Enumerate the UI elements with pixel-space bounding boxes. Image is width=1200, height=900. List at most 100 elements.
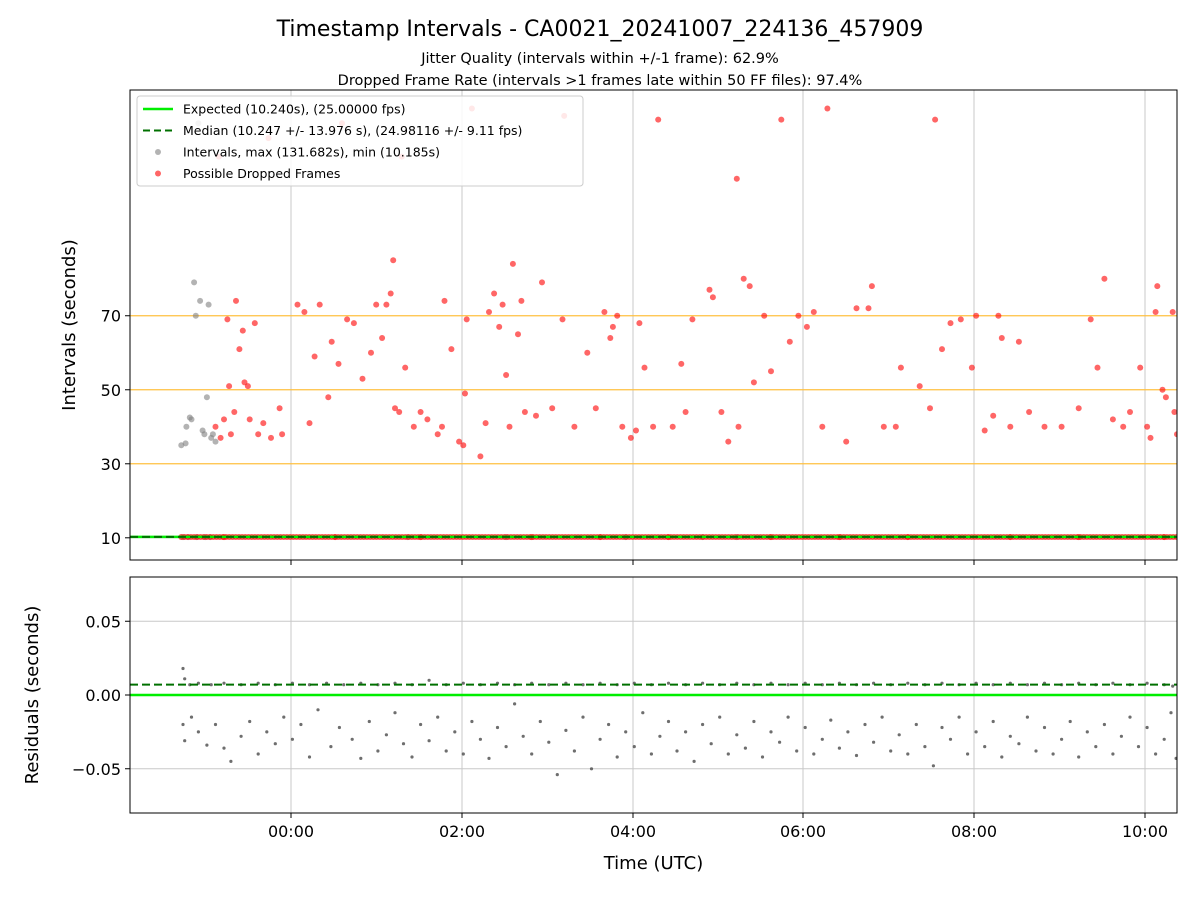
dropped-frame-point — [344, 316, 351, 323]
dropped-frame-point — [682, 409, 689, 415]
dropped-frame-point — [506, 423, 513, 430]
dropped-frame-point — [1109, 416, 1116, 423]
y-axis-label: Residuals (seconds) — [22, 606, 43, 785]
residual-point — [1145, 725, 1149, 730]
dropped-frame-point — [251, 320, 258, 327]
dropped-frame-point — [778, 116, 785, 123]
legend-marker-swatch — [155, 170, 161, 177]
residual-point — [248, 719, 252, 724]
dropped-frame-point — [503, 372, 510, 378]
residual-point — [923, 745, 927, 749]
residual-point — [290, 737, 294, 741]
dropped-frame-point — [584, 349, 591, 356]
dropped-frame-point — [1015, 338, 1022, 345]
dropped-frame-point — [1137, 364, 1144, 371]
residual-point — [213, 722, 218, 727]
residual-point — [658, 734, 662, 738]
residual-point — [906, 752, 910, 756]
residual-point — [401, 742, 406, 746]
dropped-frame-point — [706, 286, 713, 293]
dropped-frame-point — [276, 405, 283, 412]
dropped-frame-point — [212, 423, 219, 430]
dropped-frame-point — [325, 394, 332, 401]
residual-point — [478, 737, 482, 741]
dropped-frame-point — [379, 335, 386, 341]
dropped-frame-point — [373, 301, 380, 308]
dropped-frame-point — [995, 312, 1002, 319]
residual-point — [666, 681, 671, 685]
residuals-panel: 0.05 0.00 −0.05 00:00 02:00 04:00 06:00 08:00 10… — [22, 576, 1178, 874]
interval-point — [183, 423, 190, 430]
residual-point — [675, 749, 679, 753]
dropped-frame-point — [335, 360, 342, 367]
interval-point — [209, 431, 216, 438]
dropped-frame-point — [439, 423, 445, 430]
residual-point — [820, 737, 824, 741]
residual-point — [384, 733, 388, 737]
residual-point — [581, 715, 585, 719]
axes-frame — [129, 89, 1178, 561]
residual-point — [1094, 745, 1098, 749]
x-axis-label: Time (UTC) — [603, 853, 704, 874]
residual-point — [367, 719, 371, 724]
dropped-frame-point — [316, 301, 323, 308]
dropped-frame-point — [244, 383, 251, 390]
dropped-frame-point — [897, 364, 904, 371]
y-axis-label: Intervals (seconds) — [59, 239, 80, 411]
residual-point — [229, 759, 233, 764]
dropped-frame-point — [533, 412, 539, 419]
dropped-frame-point — [880, 423, 887, 430]
residual-point — [1111, 752, 1115, 756]
residual-point — [598, 737, 602, 741]
residual-point — [1068, 719, 1072, 724]
dropped-frame-point — [221, 416, 227, 423]
residual-point — [872, 740, 876, 744]
residual-point — [538, 719, 542, 724]
residual-point — [1017, 742, 1021, 746]
residual-point — [1174, 756, 1177, 760]
residual-point — [983, 745, 987, 749]
residual-point — [786, 715, 790, 719]
dropped-frame-point — [968, 364, 975, 371]
dropped-frame-point — [619, 423, 626, 430]
dropped-frame-point — [1154, 283, 1161, 290]
dropped-frame-point — [1026, 409, 1033, 415]
residual-point — [803, 725, 807, 730]
dropped-frame-point — [916, 383, 923, 390]
x-tick-label: 00:00 — [268, 822, 314, 841]
dropped-frame-point — [853, 305, 860, 312]
residual-point — [684, 730, 688, 734]
residual-point — [1025, 683, 1029, 687]
dropped-frame-point — [735, 423, 742, 430]
y-tick-label: 70 — [101, 307, 121, 326]
legend: Expected (10.240s), (25.00000 fps) Median… — [136, 95, 584, 187]
residual-point — [1077, 755, 1081, 759]
y-tick-label: −0.05 — [72, 760, 121, 779]
dropped-frame-point — [1087, 316, 1094, 323]
dropped-frame-point — [268, 434, 274, 441]
residual-point — [265, 730, 269, 734]
residual-point — [760, 755, 765, 759]
y-tick-label: 0.05 — [85, 612, 121, 631]
dropped-frame-point — [509, 260, 516, 267]
interval-point — [203, 394, 210, 401]
residual-point — [889, 749, 893, 753]
residual-point — [209, 683, 213, 687]
dropped-frame-point — [1144, 423, 1151, 430]
residual-point — [1119, 734, 1123, 738]
dropped-frame-point — [633, 427, 639, 434]
residual-point — [795, 749, 799, 753]
residual-point — [743, 746, 748, 750]
residual-point — [966, 752, 970, 756]
dropped-frame-point — [689, 316, 696, 323]
residual-point — [1136, 745, 1141, 749]
x-tick-label: 10:00 — [1122, 822, 1168, 841]
residual-point — [256, 752, 260, 756]
residual-point — [1034, 749, 1038, 753]
residual-point — [410, 755, 414, 759]
residual-point — [1051, 752, 1055, 756]
dropped-frame-point — [1147, 434, 1154, 441]
residual-point — [521, 734, 525, 738]
dropped-frame-point — [1171, 409, 1177, 415]
dropped-frame-point — [1159, 386, 1166, 393]
